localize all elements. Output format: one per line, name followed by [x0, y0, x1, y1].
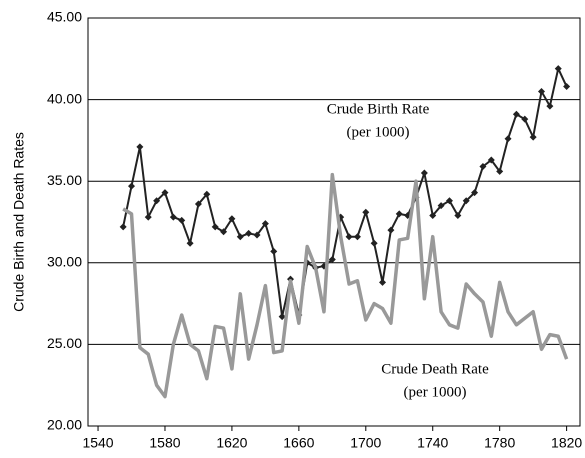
point: [521, 115, 529, 123]
point: [353, 233, 361, 241]
point: [253, 231, 261, 239]
point: [538, 87, 546, 95]
x-tick-label: 1540: [82, 435, 113, 451]
point: [194, 200, 202, 208]
point: [328, 256, 336, 264]
y-tick-label: 20.00: [47, 417, 82, 433]
point: [362, 208, 370, 216]
x-tick-label: 1740: [417, 435, 448, 451]
y-tick-label: 40.00: [47, 90, 82, 106]
point: [462, 197, 470, 205]
point: [278, 313, 286, 321]
point: [479, 163, 487, 171]
x-tick-label: 1660: [283, 435, 314, 451]
x-tick-label: 1700: [350, 435, 381, 451]
point: [178, 216, 186, 224]
point: [211, 223, 219, 231]
point: [370, 239, 378, 247]
annotation: (per 1000): [404, 384, 467, 400]
point: [245, 229, 253, 237]
point: [345, 233, 353, 241]
point: [387, 226, 395, 234]
x-tick-label: 1780: [484, 435, 515, 451]
y-tick-label: 25.00: [47, 335, 82, 351]
point: [186, 239, 194, 247]
series-line: [122, 172, 569, 399]
point: [554, 65, 562, 73]
plot-frame: [87, 17, 581, 427]
point: [429, 211, 437, 219]
point: [220, 228, 228, 236]
x-tick-label: 1620: [216, 435, 247, 451]
x-tick-label: 1820: [551, 435, 582, 451]
point: [454, 211, 462, 219]
point: [395, 210, 403, 218]
point: [228, 215, 236, 223]
point: [437, 202, 445, 210]
point: [136, 143, 144, 151]
y-tick-label: 45.00: [47, 9, 82, 25]
point: [546, 102, 554, 110]
point: [270, 247, 278, 255]
point: [161, 189, 169, 197]
point: [236, 233, 244, 241]
point: [529, 133, 537, 141]
annotation: Crude Death Rate: [381, 361, 489, 377]
point: [445, 197, 453, 205]
y-tick-label: 30.00: [47, 254, 82, 270]
point: [487, 156, 495, 164]
point: [169, 213, 177, 221]
point: [496, 167, 504, 175]
point: [504, 135, 512, 143]
point: [119, 223, 127, 231]
x-tick-label: 1580: [149, 435, 180, 451]
y-tick-label: 35.00: [47, 172, 82, 188]
point: [261, 220, 269, 228]
point: [144, 213, 152, 221]
annotation: Crude Birth Rate: [327, 101, 430, 117]
point: [379, 278, 387, 286]
y-axis-label: Crude Birth and Death Rates: [11, 132, 27, 312]
point: [153, 197, 161, 205]
point: [512, 110, 520, 118]
point: [203, 190, 211, 198]
point: [420, 169, 428, 177]
annotation: (per 1000): [347, 124, 410, 140]
point: [128, 182, 136, 190]
point: [563, 83, 571, 91]
point: [471, 189, 479, 197]
